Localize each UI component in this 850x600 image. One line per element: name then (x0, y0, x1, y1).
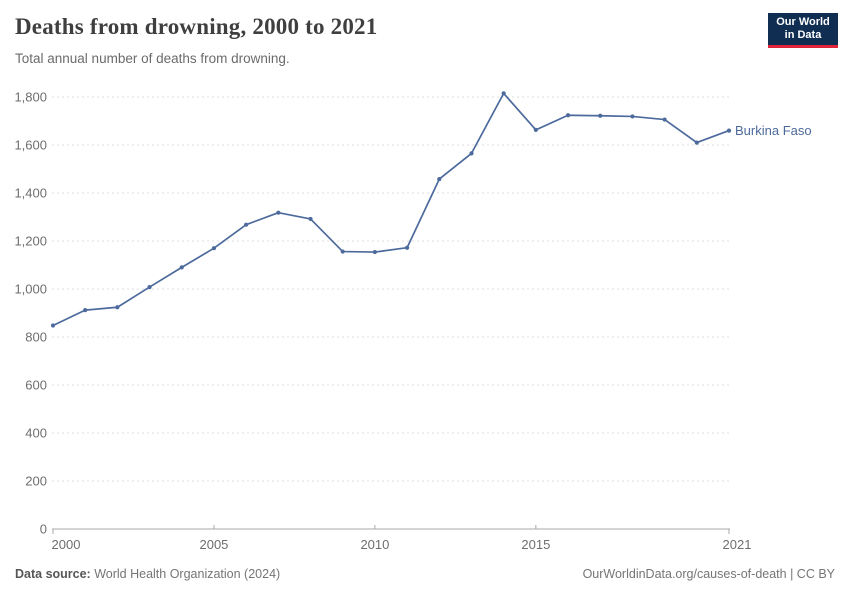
series-end-label[interactable]: Burkina Faso (735, 123, 812, 138)
y-tick-label: 1,000 (14, 282, 47, 297)
data-point[interactable] (115, 305, 120, 310)
y-tick-label: 200 (25, 474, 47, 489)
data-point[interactable] (694, 140, 699, 145)
data-point[interactable] (340, 249, 345, 254)
data-point[interactable] (437, 176, 442, 182)
data-source-value: World Health Organization (2024) (90, 567, 281, 581)
x-tick-label: 2021 (723, 537, 752, 552)
owid-logo-line1: Our World (776, 16, 830, 28)
data-point[interactable] (276, 210, 281, 215)
data-point[interactable] (662, 117, 667, 122)
data-point[interactable] (404, 245, 410, 250)
owid-logo[interactable]: Our World in Data (768, 13, 838, 48)
data-point[interactable] (372, 249, 378, 255)
data-point[interactable] (147, 284, 152, 290)
y-tick-label: 1,800 (14, 90, 47, 105)
data-point[interactable] (533, 127, 538, 132)
data-point[interactable] (598, 113, 603, 118)
page-title: Deaths from drowning, 2000 to 2021 (15, 14, 378, 39)
data-point[interactable] (83, 308, 88, 313)
data-line[interactable] (52, 92, 730, 327)
data-point[interactable] (308, 216, 313, 222)
data-point[interactable] (565, 113, 571, 118)
y-tick-label: 1,200 (14, 234, 47, 249)
data-point[interactable] (501, 91, 506, 96)
page-subtitle: Total annual number of deaths from drown… (15, 51, 290, 66)
x-tick-label: 2000 (52, 537, 81, 552)
x-tick-label: 2010 (360, 537, 389, 552)
data-source: Data source: World Health Organization (… (15, 567, 280, 581)
y-tick-label: 1,400 (14, 186, 47, 201)
y-tick-label: 1,600 (14, 138, 47, 153)
data-source-label: Data source: (15, 567, 91, 581)
owid-logo-line2: in Data (784, 29, 822, 41)
y-tick-label: 800 (25, 330, 47, 345)
data-point[interactable] (469, 151, 474, 156)
y-tick-label: 400 (25, 426, 47, 441)
data-point[interactable] (244, 222, 249, 227)
y-tick-label: 600 (25, 378, 47, 393)
data-point[interactable] (630, 114, 635, 119)
x-tick-label: 2005 (199, 537, 228, 552)
data-point[interactable] (726, 128, 732, 133)
data-point[interactable] (211, 246, 217, 251)
data-point[interactable] (179, 265, 184, 270)
y-tick-label: 0 (40, 522, 47, 537)
x-tick-label: 2015 (521, 537, 550, 552)
data-point[interactable] (50, 323, 56, 328)
credit-link[interactable]: OurWorldinData.org/causes-of-death | CC … (582, 567, 835, 581)
chart-footer: Data source: World Health Organization (… (15, 567, 835, 581)
